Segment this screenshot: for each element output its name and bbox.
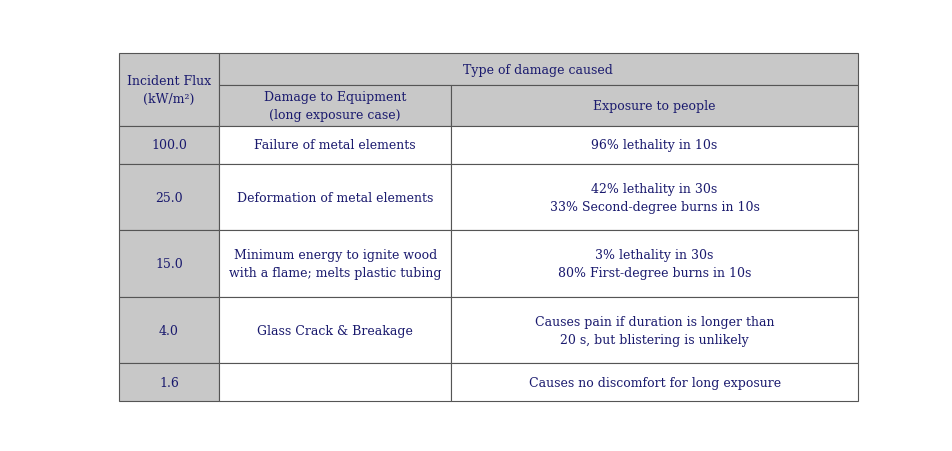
Text: Glass Crack & Breakage: Glass Crack & Breakage <box>257 324 412 337</box>
Bar <box>219 127 451 165</box>
Bar <box>119 127 219 165</box>
Text: Minimum energy to ignite wood
with a flame; melts plastic tubing: Minimum energy to ignite wood with a fla… <box>228 249 441 280</box>
Bar <box>219 86 451 127</box>
Bar <box>119 364 219 401</box>
Text: Exposure to people: Exposure to people <box>593 100 715 113</box>
Bar <box>451 165 857 231</box>
Text: 42% lethality in 30s
33% Second-degree burns in 10s: 42% lethality in 30s 33% Second-degree b… <box>549 182 759 213</box>
Bar <box>219 231 451 297</box>
Text: 25.0: 25.0 <box>155 191 183 204</box>
Bar <box>219 54 857 86</box>
Text: Failure of metal elements: Failure of metal elements <box>254 139 415 152</box>
Bar <box>119 54 219 127</box>
Bar <box>451 231 857 297</box>
Bar <box>219 165 451 231</box>
Bar <box>119 231 219 297</box>
Bar <box>451 86 857 127</box>
Text: 1.6: 1.6 <box>159 376 179 389</box>
Text: Incident Flux
(kW/m²): Incident Flux (kW/m²) <box>127 75 210 106</box>
Text: 100.0: 100.0 <box>150 139 187 152</box>
Bar <box>119 165 219 231</box>
Text: 96% lethality in 10s: 96% lethality in 10s <box>591 139 717 152</box>
Text: 15.0: 15.0 <box>155 258 183 271</box>
Text: Causes no discomfort for long exposure: Causes no discomfort for long exposure <box>528 376 780 389</box>
Bar <box>451 127 857 165</box>
Text: Damage to Equipment
(long exposure case): Damage to Equipment (long exposure case) <box>264 91 406 122</box>
Text: 4.0: 4.0 <box>159 324 179 337</box>
Bar <box>119 297 219 364</box>
Text: Type of damage caused: Type of damage caused <box>463 64 612 76</box>
Bar <box>451 297 857 364</box>
Text: 3% lethality in 30s
80% First-degree burns in 10s: 3% lethality in 30s 80% First-degree bur… <box>557 249 750 280</box>
Text: Causes pain if duration is longer than
20 s, but blistering is unlikely: Causes pain if duration is longer than 2… <box>534 315 774 346</box>
Text: Deformation of metal elements: Deformation of metal elements <box>237 191 433 204</box>
Bar <box>219 297 451 364</box>
Bar <box>219 364 451 401</box>
Bar <box>451 364 857 401</box>
